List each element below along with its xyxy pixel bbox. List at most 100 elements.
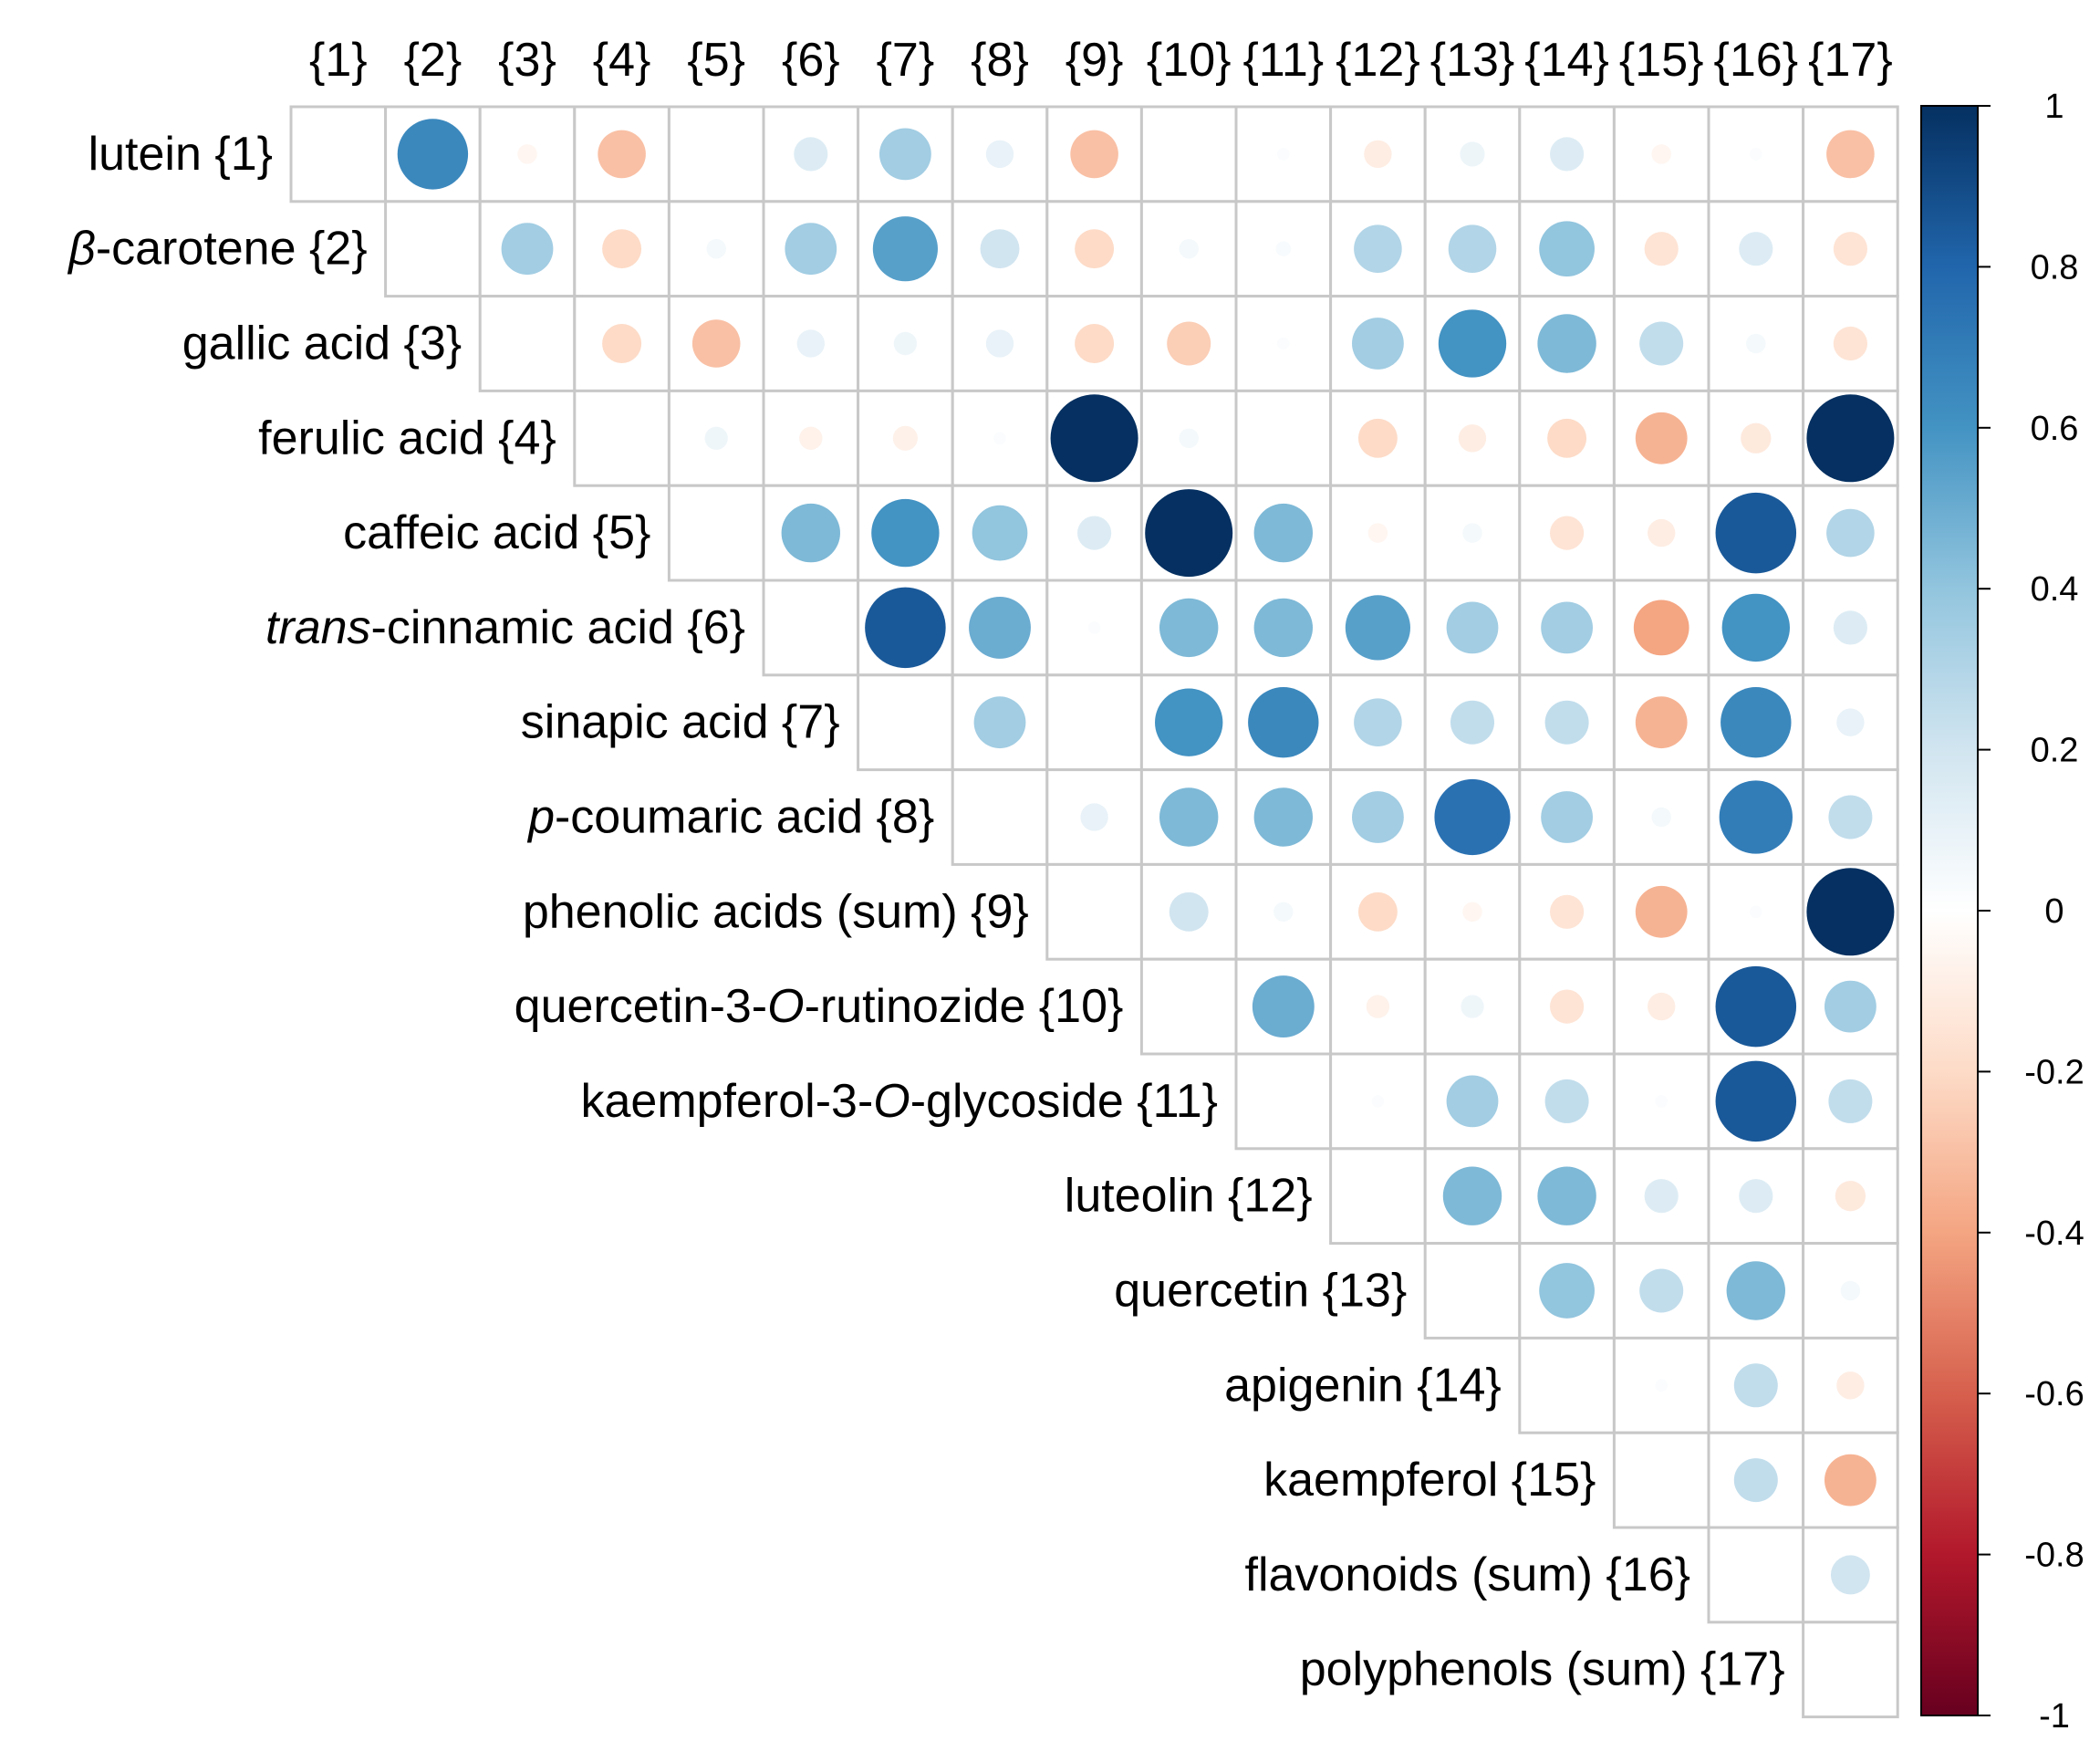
correlation-circle (1733, 1458, 1778, 1503)
correlation-circle (1828, 795, 1873, 839)
correlation-circle (1169, 891, 1209, 932)
colorbar-tick-label: -0.2 (2024, 1053, 2084, 1091)
row-label: kaempferol {15} (1263, 1454, 1596, 1507)
correlation-circle (1830, 1555, 1870, 1595)
correlation-circle (1826, 508, 1875, 558)
row-label-text: polyphenols (sum) {17} (1300, 1643, 1785, 1696)
correlation-circle (1462, 523, 1482, 543)
row-label-text: lutein {1} (88, 128, 273, 181)
matrix-cell (384, 200, 482, 298)
colorbar-tick-label: 0 (2044, 892, 2064, 931)
row-label-text: -rutinozide {10} (805, 980, 1124, 1033)
correlation-circle (1655, 1095, 1668, 1108)
row-label-text: phenolic acids (sum) {9} (523, 885, 1029, 938)
correlation-circle (879, 128, 931, 181)
correlation-circle (1252, 975, 1315, 1038)
column-label: {14} (1524, 34, 1609, 87)
correlation-circle (1550, 137, 1585, 172)
row-label: gallic acid {3} (182, 318, 462, 370)
correlation-circle (1537, 314, 1596, 373)
colorbar-tick-label: 0.2 (2031, 732, 2079, 770)
correlation-circle (1651, 807, 1671, 828)
matrix-cell (857, 673, 954, 772)
correlation-circle (1050, 394, 1138, 483)
correlation-circle (993, 432, 1006, 445)
correlation-circle (598, 130, 646, 179)
matrix-cell (667, 105, 765, 203)
correlation-circle (1075, 324, 1115, 363)
correlation-circle (1167, 321, 1211, 366)
correlation-circle (892, 425, 918, 451)
colorbar-tick-label: -0.6 (2024, 1375, 2084, 1413)
row-label: quercetin {13} (1114, 1265, 1407, 1318)
column-label: {7} (877, 34, 935, 87)
row-label-italic: O (873, 1075, 910, 1128)
correlation-circle (1739, 1179, 1773, 1214)
correlation-circle (1739, 232, 1773, 266)
row-label-text: apigenin {14} (1224, 1359, 1502, 1412)
matrix-cell (667, 484, 765, 582)
correlation-circle (704, 426, 728, 450)
colorbar-tick-label: 0.6 (2031, 410, 2079, 448)
correlation-circle (1750, 148, 1762, 161)
row-label: kaempferol-3-O-glycoside {11} (580, 1075, 1218, 1128)
colorbar-tick-label: -1 (2039, 1697, 2070, 1736)
correlation-circle (397, 119, 469, 190)
matrix-cell (1139, 957, 1238, 1056)
column-label: {6} (782, 34, 840, 87)
matrix-cell (951, 105, 1049, 203)
correlation-circle (893, 331, 918, 356)
column-label: {13} (1430, 34, 1515, 87)
colorbar-ticks: 1 0.8 0.6 0.4 0.2 0 -0.2 -0.4 -0.6 -0.8 -1 (1978, 88, 2084, 1736)
row-labels: lutein {1} β-carotene {2} gallic acid {3} f… (67, 128, 1784, 1696)
correlation-circle (1550, 894, 1585, 929)
correlation-circle (781, 503, 840, 563)
correlation-circle (1357, 891, 1398, 932)
correlation-circle (1715, 492, 1797, 574)
column-label: {17} (1808, 34, 1893, 87)
row-label-text: quercetin {13} (1114, 1265, 1407, 1318)
column-label: {16} (1714, 34, 1799, 87)
correlation-circle (1253, 598, 1313, 658)
correlation-circle (1145, 489, 1233, 578)
correlation-circle (1833, 326, 1867, 361)
correlation-circle (1446, 601, 1499, 654)
correlation-circle (1462, 902, 1482, 923)
correlation-circles (397, 119, 1895, 1595)
correlation-circle (691, 319, 741, 368)
matrix-cell (1234, 389, 1333, 487)
correlation-circle (972, 505, 1028, 561)
row-label-italic: O (767, 980, 804, 1033)
correlation-circle (1354, 224, 1402, 273)
correlation-circle (501, 223, 554, 276)
correlation-circle (1825, 1454, 1876, 1507)
correlation-circle (1826, 130, 1875, 179)
correlation-circle (1345, 595, 1410, 661)
correlation-circle (1458, 424, 1487, 453)
correlation-circle (872, 216, 938, 282)
correlation-circle (1354, 698, 1402, 746)
colorbar-tick-label: -0.8 (2024, 1537, 2084, 1575)
row-label-text: -cinnamic acid {6} (371, 601, 745, 654)
correlation-circle (1434, 778, 1511, 856)
correlation-circle (1442, 1166, 1502, 1225)
correlation-circle (1550, 989, 1585, 1024)
correlation-circle (1746, 333, 1766, 354)
correlation-circle (602, 324, 642, 363)
correlation-circle (1544, 700, 1589, 745)
row-label-text: luteolin {12} (1065, 1170, 1313, 1223)
row-label-text: gallic acid {3} (182, 318, 462, 370)
correlation-circle (706, 238, 726, 259)
column-label: {2} (404, 34, 463, 87)
row-label-italic: β (67, 223, 96, 276)
correlation-circle (985, 140, 1014, 169)
matrix-cell (1234, 1052, 1333, 1151)
correlation-circle (1446, 1075, 1499, 1128)
matrix-cell (1802, 1621, 1899, 1719)
colorbar-tick-label: 0.8 (2031, 248, 2079, 287)
correlation-circle (1550, 516, 1585, 550)
column-label: {10} (1147, 34, 1232, 87)
row-label: apigenin {14} (1224, 1359, 1502, 1412)
correlation-circle (865, 587, 946, 669)
